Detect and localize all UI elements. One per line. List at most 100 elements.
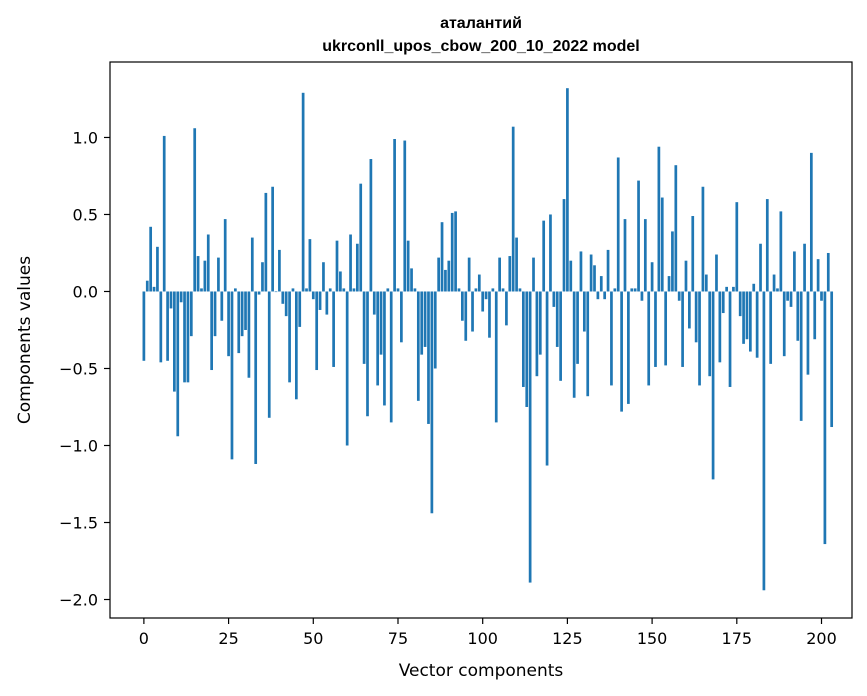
bar-component-115 (532, 257, 535, 292)
bar-component-169 (715, 254, 718, 292)
bar-component-180 (752, 283, 756, 292)
bar-component-162 (691, 216, 695, 292)
bar-component-118 (542, 220, 546, 292)
bar-component-135 (599, 276, 603, 292)
bar-component-59 (342, 288, 346, 292)
bar-component-86 (433, 291, 437, 369)
bar-component-168 (711, 291, 715, 480)
bar-component-95 (464, 291, 468, 341)
bar-component-39 (274, 291, 278, 293)
bar-component-132 (589, 254, 593, 292)
bar-component-77 (403, 140, 407, 292)
bar-component-49 (308, 239, 312, 292)
bar-component-144 (630, 288, 634, 292)
bar-component-123 (559, 291, 562, 381)
bar-component-105 (498, 257, 501, 292)
x-tick-label: 100 (467, 629, 498, 648)
bar-component-194 (799, 291, 803, 421)
bar-component-155 (667, 276, 671, 292)
bar-component-163 (694, 291, 698, 343)
bar-component-137 (606, 249, 610, 292)
y-axis-label: Components values (15, 256, 35, 424)
bar-component-50 (311, 291, 315, 300)
bar-component-167 (708, 291, 712, 377)
bar-component-7 (166, 291, 169, 361)
bar-component-64 (359, 183, 363, 292)
bar-component-183 (762, 291, 766, 591)
bar-component-192 (793, 251, 796, 292)
bar-component-116 (535, 291, 539, 377)
bar-component-106 (501, 288, 505, 292)
bar-component-85 (430, 291, 434, 514)
bars-layer (142, 88, 834, 591)
bar-component-87 (437, 257, 441, 292)
bar-component-29 (240, 291, 244, 337)
chart-subtitle: ukrconll_upos_cbow_200_10_2022 model (322, 38, 639, 55)
bar-component-12 (183, 291, 186, 383)
bar-component-100 (481, 291, 485, 312)
bar-component-138 (610, 291, 613, 386)
bar-component-88 (440, 222, 444, 292)
bar-component-188 (779, 211, 783, 292)
y-tick-label: −2.0 (59, 591, 98, 610)
bar-component-26 (230, 291, 234, 460)
bar-component-20 (210, 291, 213, 371)
bar-component-113 (525, 291, 529, 407)
x-axis: 0 25 50 75 100 125 150 175 200 (139, 618, 837, 648)
bar-component-34 (257, 291, 261, 295)
bar-component-65 (362, 291, 366, 364)
bar-component-186 (772, 274, 776, 292)
bar-component-17 (200, 288, 203, 292)
bar-component-54 (325, 291, 329, 315)
y-tick-label: 1.0 (73, 128, 98, 147)
bar-component-184 (765, 199, 769, 292)
bar-component-55 (328, 288, 332, 292)
bar-component-172 (725, 286, 728, 292)
bar-component-158 (677, 291, 681, 301)
bar-component-182 (759, 243, 762, 292)
bar-component-189 (782, 291, 786, 357)
bar-component-83 (423, 291, 427, 347)
bar-component-161 (688, 291, 691, 329)
bar-component-61 (349, 234, 352, 292)
bar-component-63 (355, 243, 359, 292)
bar-component-181 (755, 291, 759, 358)
bar-component-133 (593, 265, 596, 292)
bar-component-152 (657, 146, 661, 292)
bar-component-35 (261, 262, 264, 292)
x-tick-label: 75 (388, 629, 408, 648)
bar-component-68 (372, 291, 376, 315)
bar-component-142 (623, 219, 627, 292)
bar-component-145 (633, 288, 637, 292)
bar-component-178 (745, 291, 749, 340)
x-tick-label: 50 (303, 629, 323, 648)
bar-component-18 (203, 260, 207, 292)
bar-component-27 (234, 288, 237, 292)
y-tick-label: 0.0 (73, 282, 98, 301)
bar-component-185 (769, 291, 773, 364)
bar-component-22 (217, 257, 220, 292)
bar-component-8 (169, 291, 173, 309)
bar-component-102 (488, 291, 491, 338)
bar-component-91 (450, 212, 454, 292)
bar-component-164 (698, 291, 701, 386)
bar-component-40 (278, 249, 281, 292)
bar-component-37 (267, 291, 271, 418)
bar-component-67 (369, 159, 373, 292)
bar-component-82 (420, 291, 424, 355)
bar-component-193 (796, 291, 800, 341)
bar-component-56 (332, 291, 335, 367)
bar-component-78 (406, 240, 410, 292)
bar-component-191 (789, 291, 793, 307)
bar-component-4 (156, 246, 159, 292)
bar-component-15 (193, 128, 197, 292)
x-axis-label: Vector components (399, 661, 564, 681)
bar-component-13 (186, 291, 190, 383)
bar-component-75 (396, 288, 400, 292)
y-tick-label: −1.0 (59, 437, 98, 456)
bar-component-156 (671, 231, 674, 292)
bar-component-175 (735, 202, 739, 292)
bar-component-148 (643, 219, 647, 292)
bar-component-23 (220, 291, 224, 321)
